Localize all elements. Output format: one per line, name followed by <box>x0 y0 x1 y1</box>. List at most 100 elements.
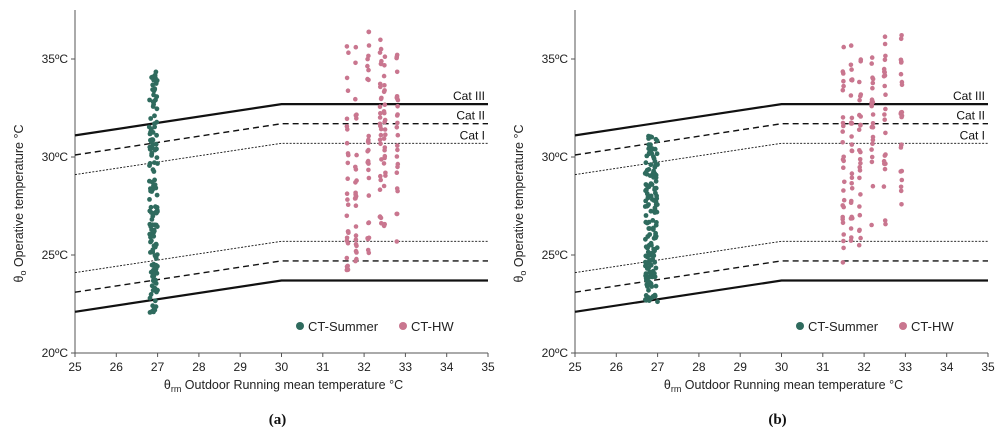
data-point <box>366 29 372 35</box>
data-point <box>841 123 846 129</box>
data-point <box>857 212 863 218</box>
data-point <box>149 179 155 185</box>
data-point <box>394 125 400 130</box>
data-point <box>882 57 888 63</box>
data-point <box>644 167 650 173</box>
data-point <box>344 255 350 261</box>
data-point <box>654 209 660 215</box>
data-point <box>378 84 383 90</box>
data-point <box>344 75 350 81</box>
data-point <box>883 130 888 136</box>
data-point <box>849 171 855 176</box>
data-point <box>149 189 155 194</box>
comfort-line-cat-ii-lower <box>74 260 488 293</box>
x-tick-label: 28 <box>692 360 706 374</box>
data-point <box>353 60 358 66</box>
comfort-line-cat-iii-lower <box>574 279 988 313</box>
data-point <box>849 175 855 180</box>
data-point <box>148 116 154 121</box>
data-point <box>154 205 160 210</box>
data-point <box>377 187 383 192</box>
data-point <box>841 245 846 251</box>
data-point <box>857 204 862 209</box>
data-point <box>840 220 846 226</box>
data-point <box>151 88 157 94</box>
data-point <box>882 73 888 78</box>
data-point <box>882 117 887 122</box>
comfort-line-cat-i-upper <box>74 142 488 176</box>
legend-label: CT-HW <box>911 319 954 334</box>
data-point <box>882 166 888 172</box>
data-point <box>646 150 652 156</box>
data-point <box>643 271 649 276</box>
category-label: Cat III <box>453 89 485 103</box>
data-point <box>153 254 159 260</box>
x-tick-label: 31 <box>816 360 830 374</box>
data-point <box>653 265 659 271</box>
data-point <box>354 256 359 262</box>
data-point <box>152 264 158 270</box>
data-point <box>646 219 652 225</box>
data-point <box>378 173 383 179</box>
comfort-line-cat-iii-upper <box>574 102 988 137</box>
data-point <box>394 94 400 99</box>
data-point <box>646 287 651 293</box>
data-point <box>857 79 862 85</box>
data-point <box>353 194 359 199</box>
data-point <box>647 269 653 275</box>
legend-marker <box>899 322 907 330</box>
data-point <box>150 167 156 173</box>
data-point <box>365 236 371 242</box>
comfort-line-cat-iii-lower <box>74 279 488 313</box>
x-axis-label: θrm Outdoor Running mean temperature °C <box>164 378 403 394</box>
data-point <box>653 235 658 241</box>
data-point <box>841 238 846 244</box>
data-point <box>642 204 648 209</box>
data-point <box>882 153 888 158</box>
data-point <box>149 137 155 143</box>
data-point <box>381 136 387 141</box>
data-point <box>646 275 652 280</box>
series-ct-hw <box>840 33 905 265</box>
data-point <box>354 243 359 249</box>
data-point <box>869 159 875 165</box>
data-point <box>381 109 387 114</box>
data-point <box>345 202 351 207</box>
series-ct-summer <box>146 69 160 315</box>
data-point <box>646 142 652 148</box>
comfort-line-cat-i-lower <box>74 240 488 274</box>
data-point <box>382 155 387 161</box>
data-point <box>150 82 156 88</box>
y-axis-label: θo Operative temperature °C <box>12 124 28 282</box>
data-point <box>849 235 854 240</box>
data-point <box>148 239 153 245</box>
data-point <box>377 104 383 109</box>
data-point <box>654 196 660 201</box>
data-point <box>378 132 384 138</box>
data-point <box>840 129 845 134</box>
data-point <box>395 147 400 153</box>
data-point <box>154 146 159 152</box>
x-tick-label: 35 <box>981 360 995 374</box>
data-point <box>149 75 155 80</box>
data-point <box>378 46 384 52</box>
data-point <box>899 79 905 85</box>
data-point <box>151 243 157 249</box>
data-point <box>395 132 401 138</box>
data-point <box>652 146 658 152</box>
data-point <box>870 112 876 117</box>
data-point <box>881 158 887 164</box>
x-tick-label: 30 <box>775 360 789 374</box>
data-point <box>858 122 863 128</box>
legend: CT-Summer CT-HW <box>796 319 954 334</box>
data-point <box>899 202 904 207</box>
data-point <box>344 213 350 219</box>
data-point <box>353 44 359 50</box>
chart-panel-b: 25 26 27 28 29 30 31 32 33 34 35 20ºC 25ºC 30ºC 35ºC θr… <box>512 10 995 428</box>
x-tick-label: 29 <box>234 360 248 374</box>
data-point <box>857 157 863 162</box>
data-point <box>382 54 388 59</box>
series-ct-hw <box>344 29 401 273</box>
data-point <box>378 141 383 147</box>
data-point <box>394 186 400 191</box>
